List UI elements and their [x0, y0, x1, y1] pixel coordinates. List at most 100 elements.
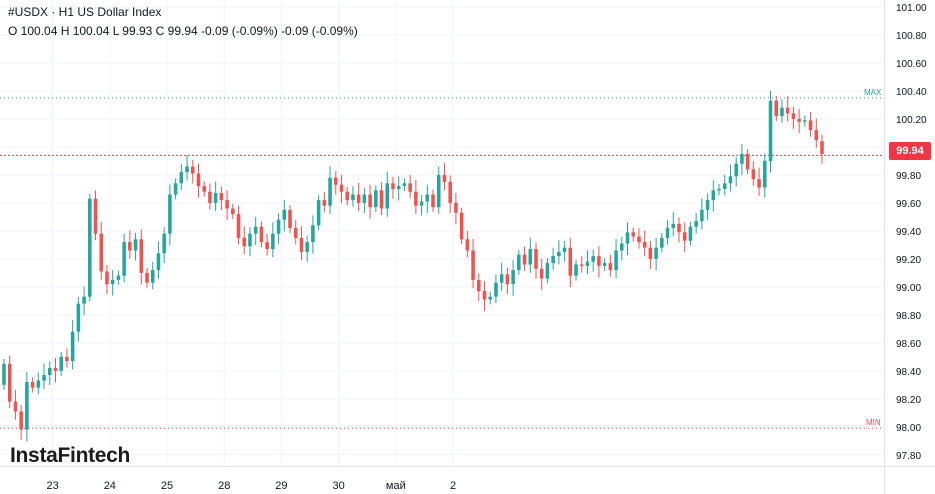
candle: [379, 182, 384, 216]
candle-body: [728, 176, 733, 184]
candle: [505, 267, 510, 295]
candle-body: [110, 279, 115, 285]
candle: [682, 222, 687, 253]
candle-body: [139, 239, 144, 273]
time-axis[interactable]: 23 24 25 28 29 30 май 2: [0, 466, 935, 493]
candle: [196, 163, 201, 198]
y-tick-label: 100.20: [896, 115, 927, 126]
candle-body: [185, 166, 189, 173]
candle: [431, 189, 435, 213]
candle-body: [608, 263, 613, 271]
candle-body: [316, 200, 321, 226]
candle: [156, 241, 161, 279]
candle-body: [539, 268, 544, 279]
x-tick-label: 24: [104, 480, 116, 492]
candle: [768, 90, 773, 173]
candle: [677, 217, 681, 243]
candle: [814, 118, 819, 149]
x-tick-label: 28: [218, 480, 230, 492]
candle-body: [711, 190, 716, 201]
candle: [654, 237, 658, 271]
candle: [25, 372, 29, 442]
candle-body: [671, 223, 676, 229]
candle-body: [465, 239, 470, 251]
candle-body: [328, 177, 332, 206]
candle-body: [740, 153, 744, 164]
candle-body: [345, 191, 349, 201]
last-price-badge: 99.94: [889, 142, 931, 160]
candle: [568, 237, 573, 288]
candle: [391, 176, 395, 199]
candle-body: [545, 263, 550, 279]
candle-body: [282, 209, 287, 220]
candle-body: [362, 194, 367, 203]
candle-body: [797, 118, 801, 122]
candle: [116, 270, 121, 285]
candle: [694, 212, 698, 234]
candle: [231, 203, 235, 220]
candle: [745, 149, 750, 175]
candle: [717, 184, 721, 196]
candle: [179, 163, 184, 190]
candle: [385, 171, 390, 217]
candle-body: [700, 209, 704, 222]
y-tick-label: 99.40: [896, 227, 921, 238]
candle: [374, 185, 378, 213]
candle-body: [574, 264, 578, 276]
candle: [448, 175, 452, 213]
candle: [173, 178, 178, 200]
candle-body: [665, 228, 670, 238]
y-tick-label: 98.80: [896, 311, 921, 322]
x-tick-label: 30: [333, 480, 345, 492]
candle: [631, 227, 636, 242]
candle-body: [59, 356, 63, 371]
candle-body: [25, 382, 29, 430]
candle: [328, 166, 332, 214]
candle-body: [705, 200, 710, 210]
candle-body: [311, 225, 315, 243]
candle: [99, 222, 104, 280]
candle-body: [322, 200, 327, 206]
candle: [396, 176, 401, 201]
candle: [162, 227, 166, 264]
candle-body: [511, 270, 515, 285]
candle: [665, 219, 670, 245]
candle-body: [642, 242, 647, 248]
candle: [459, 207, 464, 245]
candle: [139, 229, 144, 285]
candle: [522, 246, 527, 272]
candle-body: [253, 226, 258, 234]
candle-body: [654, 247, 658, 259]
candle: [145, 267, 149, 288]
candle-body: [53, 368, 58, 371]
candle: [208, 183, 212, 210]
candle-body: [637, 236, 641, 243]
candle-body: [579, 264, 584, 266]
candle: [202, 181, 206, 197]
candle-body: [351, 194, 355, 201]
candle-body: [557, 251, 561, 257]
candle-body: [265, 242, 269, 250]
candle: [808, 112, 813, 137]
reference-lines: MAX MIN: [0, 88, 884, 429]
candle: [248, 227, 252, 257]
candle: [13, 390, 18, 420]
candle-body: [219, 193, 224, 201]
candle-body: [391, 183, 395, 189]
candle-body: [448, 181, 452, 203]
candle-body: [368, 194, 372, 208]
price-axis[interactable]: 101.00100.80100.60100.40100.20100.0099.8…: [884, 0, 928, 494]
candle: [785, 96, 790, 122]
brand-logo: InstaFintech: [10, 444, 131, 467]
candle-body: [334, 177, 338, 185]
candle-body: [225, 200, 229, 209]
x-tick-label: 25: [161, 480, 173, 492]
candle-body: [93, 198, 98, 234]
candle-body: [385, 183, 390, 209]
candle: [820, 134, 824, 164]
candle: [293, 219, 298, 245]
candle-body: [471, 250, 475, 280]
candle: [305, 235, 309, 262]
x-tick-label: май: [386, 480, 406, 492]
